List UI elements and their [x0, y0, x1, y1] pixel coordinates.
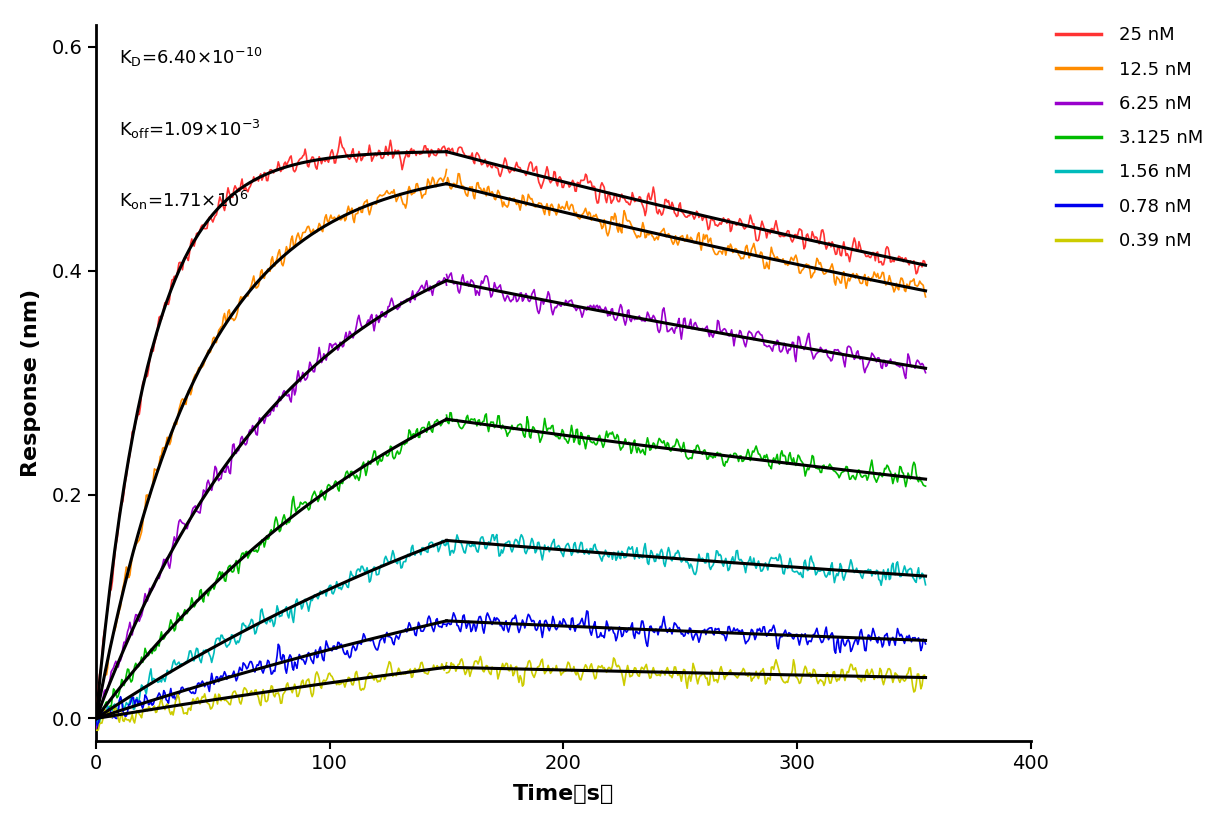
- X-axis label: Time（s）: Time（s）: [513, 785, 614, 804]
- Text: K$_\mathregular{on}$=1.71×10$^{6}$: K$_\mathregular{on}$=1.71×10$^{6}$: [120, 189, 249, 212]
- Text: K$_\mathregular{D}$=6.40×10$^{-10}$: K$_\mathregular{D}$=6.40×10$^{-10}$: [120, 46, 262, 69]
- Legend: 25 nM, 12.5 nM, 6.25 nM, 3.125 nM, 1.56 nM, 0.78 nM, 0.39 nM: 25 nM, 12.5 nM, 6.25 nM, 3.125 nM, 1.56 …: [1050, 19, 1211, 257]
- Y-axis label: Response (nm): Response (nm): [21, 289, 41, 477]
- Text: K$_\mathregular{off}$=1.09×10$^{-3}$: K$_\mathregular{off}$=1.09×10$^{-3}$: [120, 118, 261, 141]
